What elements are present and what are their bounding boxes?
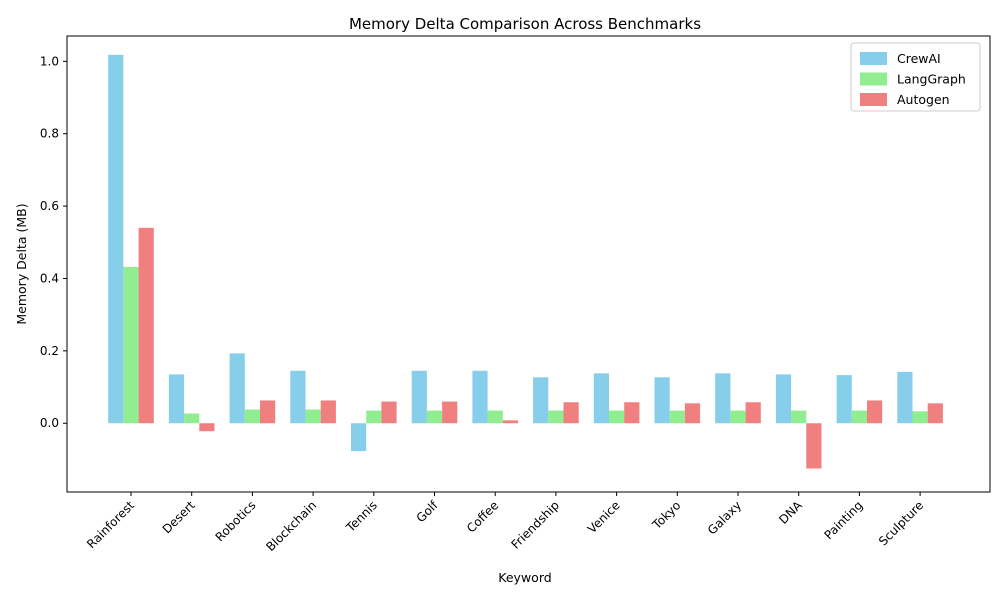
bar-autogen-blockchain: [320, 400, 336, 424]
x-axis-title: Keyword: [498, 570, 551, 585]
bar-autogen-venice: [624, 402, 640, 424]
bar-crewai-friendship: [533, 377, 549, 424]
bar-langgraph-galaxy: [730, 410, 746, 424]
bar-crewai-sculpture: [897, 371, 913, 424]
y-axis-title: Memory Delta (MB): [14, 203, 29, 324]
bar-autogen-desert: [199, 423, 215, 432]
legend-label-crewai: CrewAI: [897, 51, 941, 66]
bar-crewai-desert: [168, 374, 185, 424]
x-tick-label: Tennis: [343, 498, 380, 535]
x-tick-label: Robotics: [213, 498, 259, 544]
bar-autogen-sculpture: [927, 403, 943, 424]
bar-autogen-tokyo: [684, 403, 701, 424]
x-tick-label: Golf: [414, 498, 442, 526]
bar-crewai-dna: [775, 374, 792, 424]
plot-area: 0.0 0.2 0.4 0.6 0.8 1.0 Rainforest Desert Roboti…: [40, 35, 991, 554]
x-tick-label: Painting: [821, 498, 865, 542]
bar-langgraph-tennis: [366, 410, 382, 424]
bar-autogen-golf: [442, 401, 458, 424]
bar-crewai-blockchain: [290, 370, 306, 424]
x-tick-label: Blockchain: [263, 498, 319, 554]
bar-langgraph-robotics: [244, 409, 260, 424]
y-tick-label: 0.8: [40, 127, 59, 141]
bar-autogen-rainforest: [138, 227, 154, 424]
bar-crewai-tennis: [351, 423, 367, 452]
bar-crewai-golf: [411, 370, 427, 424]
legend-swatch-autogen: [860, 93, 887, 106]
x-tick-label: Desert: [160, 498, 198, 536]
bar-autogen-friendship: [563, 402, 579, 424]
bar-autogen-tennis: [381, 401, 397, 424]
legend: CrewAI LangGraph Autogen: [850, 42, 981, 112]
bar-crewai-rainforest: [108, 54, 124, 424]
bar-crewai-robotics: [229, 353, 245, 424]
legend-label-langgraph: LangGraph: [897, 72, 966, 87]
legend-swatch-crewai: [860, 52, 887, 65]
legend-swatch-langgraph: [860, 72, 887, 86]
bar-crewai-painting: [836, 375, 852, 424]
x-tick-label: Coffee: [464, 498, 501, 535]
x-tick-label: Friendship: [508, 498, 562, 552]
y-tick-label: 1.0: [40, 54, 59, 68]
bar-langgraph-dna: [791, 410, 807, 424]
x-tick-label: Venice: [585, 498, 623, 536]
x-tick-label: Tokyo: [649, 498, 683, 532]
bar-autogen-robotics: [260, 400, 276, 424]
bar-crewai-tokyo: [654, 377, 670, 424]
bar-langgraph-golf: [426, 410, 443, 424]
x-tick-label: Sculpture: [876, 498, 926, 548]
bar-langgraph-desert: [184, 413, 200, 424]
x-tick-label: Galaxy: [705, 498, 744, 537]
y-tick-label: 0.4: [40, 271, 59, 285]
y-tick-label: 0.0: [40, 416, 59, 430]
bar-crewai-galaxy: [715, 373, 731, 424]
x-tick-label: Rainforest: [84, 498, 137, 551]
legend-label-autogen: Autogen: [897, 92, 950, 107]
bar-autogen-coffee: [502, 420, 518, 424]
bar-autogen-painting: [867, 400, 883, 424]
y-tick-label: 0.6: [40, 199, 59, 213]
axes-frame: [66, 35, 991, 493]
chart-title: Memory Delta Comparison Across Benchmark…: [349, 15, 701, 33]
bar-autogen-galaxy: [745, 402, 761, 424]
y-tick-label: 0.2: [40, 344, 59, 358]
bar-autogen-dna: [806, 423, 822, 469]
bar-crewai-venice: [593, 373, 609, 424]
bar-crewai-coffee: [472, 370, 488, 424]
bar-langgraph-coffee: [487, 410, 503, 424]
bar-langgraph-friendship: [548, 410, 564, 424]
bar-langgraph-painting: [851, 410, 867, 424]
bar-langgraph-venice: [609, 410, 625, 424]
bar-langgraph-rainforest: [123, 266, 139, 424]
bar-langgraph-tokyo: [669, 410, 685, 424]
bar-langgraph-blockchain: [305, 409, 321, 424]
bar-langgraph-sculpture: [912, 411, 928, 424]
x-tick-label: DNA: [776, 498, 805, 527]
